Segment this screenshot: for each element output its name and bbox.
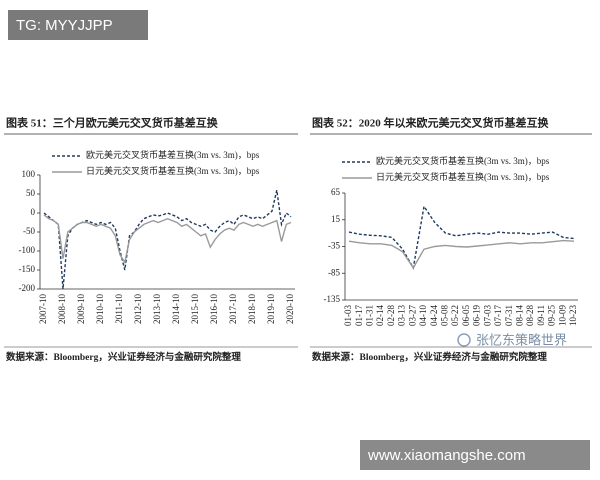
x-tick-label: 2017-10	[228, 294, 238, 324]
site-box	[360, 440, 590, 470]
x-tick-label: 02-14	[375, 305, 385, 326]
x-tick-label: 2020-10	[285, 294, 295, 324]
legend-label: 日元美元交叉货币基差互换(3m vs. 3m)，bps	[86, 165, 260, 176]
x-tick-label: 01-03	[343, 305, 353, 326]
chart-title: 图表 52：2020 年以来欧元美元交叉货币基差互换	[312, 116, 549, 130]
x-tick-label: 03-13	[397, 305, 407, 326]
x-tick-label: 2013-10	[152, 294, 162, 324]
x-tick-label: 08-14	[514, 305, 524, 326]
y-tick-label: -150	[19, 264, 36, 274]
series-line	[43, 214, 292, 265]
x-tick-label: 03-27	[407, 305, 417, 326]
x-tick-label: 01-31	[364, 305, 374, 326]
x-tick-label: 2014-10	[171, 294, 181, 324]
x-tick-label: 10-23	[568, 305, 578, 326]
x-tick-label: 07-03	[482, 305, 492, 326]
x-tick-label: 2010-10	[95, 294, 105, 324]
series-line	[348, 239, 575, 270]
x-tick-label: 2011-10	[114, 294, 124, 324]
x-tick-label: 2012-10	[133, 294, 143, 324]
x-tick-label: 07-31	[504, 305, 514, 326]
y-tick-label: -35	[328, 241, 340, 251]
y-tick-label: 50	[26, 188, 36, 198]
x-tick-label: 06-05	[461, 305, 471, 326]
watermark-top: TG: MYYJJPP	[16, 17, 113, 34]
x-tick-label: 05-08	[439, 305, 449, 326]
x-tick-label: 2015-10	[190, 294, 200, 324]
legend-label: 日元美元交叉货币基差互换(3m vs. 3m)，bps	[376, 171, 550, 182]
x-tick-label: 08-28	[525, 305, 535, 326]
watermark-box	[8, 10, 148, 40]
x-tick-label: 05-22	[450, 305, 460, 326]
series-line	[43, 190, 292, 290]
x-tick-label: 2019-10	[266, 294, 276, 324]
x-tick-label: 2009-10	[76, 294, 86, 324]
x-tick-label: 04-24	[429, 305, 439, 326]
source: 数据来源：Bloomberg，兴业证券经济与金融研究院整理	[311, 351, 547, 363]
y-tick-label: -85	[328, 267, 340, 277]
x-tick-label: 02-28	[386, 305, 396, 326]
y-tick-label: -135	[324, 294, 341, 304]
site-text: www.xiaomangshe.com	[367, 447, 526, 464]
series-line	[348, 204, 575, 270]
x-tick-label: 2018-10	[247, 294, 257, 324]
y-tick-label: 0	[31, 207, 36, 217]
y-tick-label: 65	[331, 187, 341, 197]
y-tick-label: -200	[19, 283, 36, 293]
x-tick-label: 10-09	[557, 305, 567, 326]
watermark-icon	[457, 333, 471, 347]
legend-label: 欧元美元交叉货币基差互换(3m vs. 3m)，bps	[86, 149, 260, 160]
watermark-bottom: 张忆东策略世界	[476, 333, 567, 349]
legend-label: 欧元美元交叉货币基差互换(3m vs. 3m)，bps	[376, 155, 550, 166]
x-tick-label: 2007-10	[38, 294, 48, 324]
x-tick-label: 06-19	[472, 305, 482, 326]
y-tick-label: -50	[23, 226, 35, 236]
x-tick-label: 04-10	[418, 305, 428, 326]
x-tick-label: 07-17	[493, 305, 503, 326]
x-tick-label: 2016-10	[209, 294, 219, 324]
source: 数据来源：Bloomberg，兴业证券经济与金融研究院整理	[5, 351, 241, 363]
x-tick-label: 2008-10	[57, 294, 67, 324]
y-tick-label: 100	[22, 169, 36, 179]
x-tick-label: 09-11	[536, 305, 546, 326]
y-tick-label: -100	[19, 245, 36, 255]
x-tick-label: 09-25	[547, 305, 557, 326]
x-tick-label: 01-17	[354, 305, 364, 326]
y-tick-label: 15	[331, 214, 341, 224]
chart-title: 图表 51：三个月欧元美元交叉货币基差互换	[6, 116, 219, 130]
